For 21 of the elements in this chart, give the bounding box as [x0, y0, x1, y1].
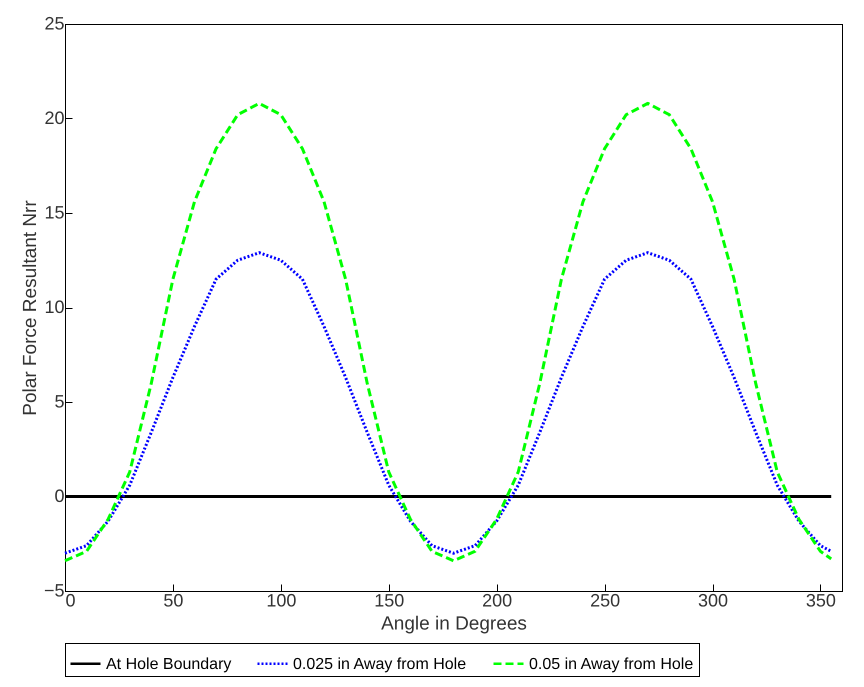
y-tick-label: 15 [44, 202, 64, 222]
line-series [64, 102, 833, 562]
y-tick-label: 5 [54, 392, 64, 412]
x-tick-label: 200 [482, 590, 512, 610]
legend-label: 0.025 in Away from Hole [293, 656, 466, 673]
x-tick-label: 250 [590, 590, 620, 610]
y-tick-label: 20 [44, 108, 64, 128]
x-tick-label: 50 [163, 590, 184, 610]
x-axis-title: Angle in Degrees [381, 614, 527, 634]
y-tick-label: −5 [44, 580, 64, 600]
line-series [64, 251, 833, 555]
y-axis-title: Polar Force Resultant Nrr [20, 200, 41, 416]
y-tick-label: 0 [54, 486, 64, 506]
legend-label: 0.05 in Away from Hole [529, 656, 694, 673]
legend-label: At Hole Boundary [106, 656, 232, 673]
x-tick-label: 150 [374, 590, 404, 610]
y-tick-label: 25 [44, 14, 64, 34]
x-tick-label: 300 [698, 590, 728, 610]
x-tick-label: 100 [266, 590, 296, 610]
x-tick-label: 350 [806, 590, 836, 610]
y-tick-label: 10 [44, 297, 64, 317]
